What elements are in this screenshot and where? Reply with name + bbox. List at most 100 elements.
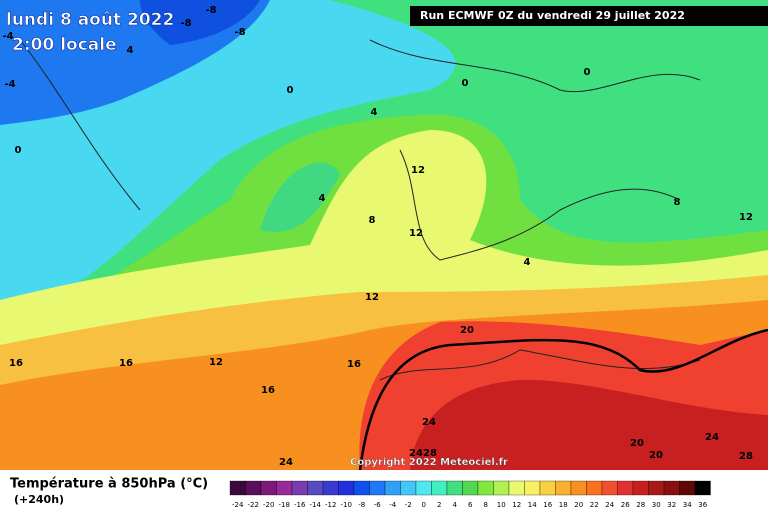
colorbar-swatch bbox=[493, 480, 510, 496]
contour-label: 20 bbox=[630, 438, 644, 449]
colorbar-tick: 12 bbox=[512, 501, 521, 509]
contour-label: 0 bbox=[584, 67, 591, 78]
colorbar-tick: 34 bbox=[683, 501, 692, 509]
colorbar-tick: 10 bbox=[497, 501, 506, 509]
contour-label: -4 bbox=[2, 31, 13, 42]
colorbar-tick: 14 bbox=[528, 501, 537, 509]
contour-label: 16 bbox=[119, 358, 133, 369]
contour-label: 16 bbox=[261, 385, 275, 396]
forecast-date: lundi 8 août 2022 bbox=[6, 10, 174, 30]
contour-label: 4 bbox=[319, 193, 326, 204]
colorbar-tick: -10 bbox=[341, 501, 352, 509]
colorbar-swatch bbox=[353, 480, 370, 496]
colorbar-swatch bbox=[601, 480, 618, 496]
colorbar-swatch bbox=[446, 480, 463, 496]
contour-label: -8 bbox=[234, 27, 245, 38]
colorbar-swatch bbox=[539, 480, 556, 496]
colorbar-tick: 32 bbox=[667, 501, 676, 509]
colorbar-tick: 0 bbox=[422, 501, 426, 509]
colorbar-tick: 8 bbox=[484, 501, 488, 509]
contour-label: 24 bbox=[422, 417, 436, 428]
colorbar-swatch bbox=[570, 480, 587, 496]
run-box bbox=[410, 6, 768, 26]
colorbar-tick: 22 bbox=[590, 501, 599, 509]
contour-label: 24 bbox=[705, 432, 719, 443]
run-info: Run ECMWF 0Z du vendredi 29 juillet 2022 bbox=[420, 9, 685, 22]
contour-label: 8 bbox=[674, 197, 681, 208]
colorbar-swatch bbox=[415, 480, 432, 496]
colorbar-swatch bbox=[555, 480, 572, 496]
colorbar-tick: -6 bbox=[374, 501, 382, 509]
contour-label: 16 bbox=[9, 358, 23, 369]
colorbar: -24 -22 -20 -18 -16 -14 -12 -10 -8 -6 -4 -2 0 2 4 6 8 10 1… bbox=[229, 480, 711, 509]
colorbar-tick: 16 bbox=[543, 501, 552, 509]
contour-label: 4 bbox=[524, 257, 531, 268]
colorbar-swatch bbox=[679, 480, 696, 496]
contour-label: 0 bbox=[15, 145, 22, 156]
contour-label: -4 bbox=[4, 79, 15, 90]
colorbar-swatch bbox=[508, 480, 525, 496]
contour-label: 24 bbox=[279, 457, 293, 468]
contour-label: 8 bbox=[369, 215, 376, 226]
contour-label: 20 bbox=[460, 325, 474, 336]
legend-title: Température à 850hPa (°C) bbox=[10, 477, 208, 492]
colorbar-tick: -18 bbox=[279, 501, 290, 509]
contour-label: 4 bbox=[371, 107, 378, 118]
colorbar-tick: -24 bbox=[232, 501, 244, 509]
colorbar-tick: 4 bbox=[453, 501, 458, 509]
contour-label: 16 bbox=[347, 359, 361, 370]
colorbar-swatch bbox=[307, 480, 324, 496]
colorbar-tick: -16 bbox=[294, 501, 306, 509]
contour-label: 28 bbox=[739, 451, 753, 462]
contour-label: 20 bbox=[649, 450, 663, 461]
colorbar-swatch bbox=[632, 480, 649, 496]
contour-label: -8 bbox=[205, 5, 216, 16]
colorbar-tick: 36 bbox=[698, 501, 707, 509]
colorbar-swatch bbox=[648, 480, 665, 496]
contour-label: 12 bbox=[209, 357, 223, 368]
contour-label: 0 bbox=[462, 78, 469, 89]
colorbar-tick: -14 bbox=[310, 501, 322, 509]
colorbar-tick: 24 bbox=[605, 501, 614, 509]
copyright: Copyright 2022 Meteociel.fr bbox=[350, 457, 508, 468]
contour-label: 28 bbox=[423, 448, 437, 459]
colorbar-swatch bbox=[431, 480, 448, 496]
colorbar-tick: -8 bbox=[358, 501, 365, 509]
colorbar-tick: 20 bbox=[574, 501, 583, 509]
colorbar-tick: 18 bbox=[559, 501, 568, 509]
contour-label: 24 bbox=[409, 448, 423, 459]
colorbar-tick: -2 bbox=[405, 501, 412, 509]
colorbar-swatch bbox=[291, 480, 308, 496]
contour-label: 12 bbox=[365, 292, 379, 303]
colorbar-tick: 26 bbox=[621, 501, 630, 509]
colorbar-tick: 30 bbox=[652, 501, 661, 509]
colorbar-swatch bbox=[617, 480, 634, 496]
colorbar-tick: 6 bbox=[468, 501, 473, 509]
colorbar-tick: -12 bbox=[325, 501, 336, 509]
legend-lead: (+240h) bbox=[14, 493, 64, 506]
colorbar-swatch bbox=[322, 480, 339, 496]
colorbar-swatch bbox=[462, 480, 479, 496]
colorbar-swatch bbox=[663, 480, 680, 496]
colorbar-swatch bbox=[694, 480, 711, 496]
colorbar-tick: 2 bbox=[437, 501, 441, 509]
contour-label: -8 bbox=[180, 18, 191, 29]
colorbar-tick: 28 bbox=[636, 501, 645, 509]
colorbar-tick: -20 bbox=[263, 501, 274, 509]
colorbar-swatch bbox=[400, 480, 417, 496]
contour-label: 12 bbox=[409, 228, 423, 239]
colorbar-swatch bbox=[586, 480, 603, 496]
map-background bbox=[0, 0, 768, 471]
contour-labels: -8 -8 -8 -4 -4 4 0 0 0 0 4 12 4 8 12 8 4 12 12 16 16 12 16 16 20… bbox=[2, 5, 753, 468]
colorbar-swatch bbox=[384, 480, 401, 496]
colorbar-tick: -4 bbox=[389, 501, 397, 509]
colorbar-swatch bbox=[524, 480, 541, 496]
colorbar-tick: -22 bbox=[248, 501, 259, 509]
colorbar-swatch bbox=[477, 480, 494, 496]
contour-label: 12 bbox=[411, 165, 425, 176]
contour-label: 4 bbox=[127, 45, 134, 56]
colorbar-swatch bbox=[338, 480, 355, 496]
forecast-time: 2:00 locale bbox=[12, 35, 117, 55]
colorbar-swatch bbox=[245, 480, 262, 496]
